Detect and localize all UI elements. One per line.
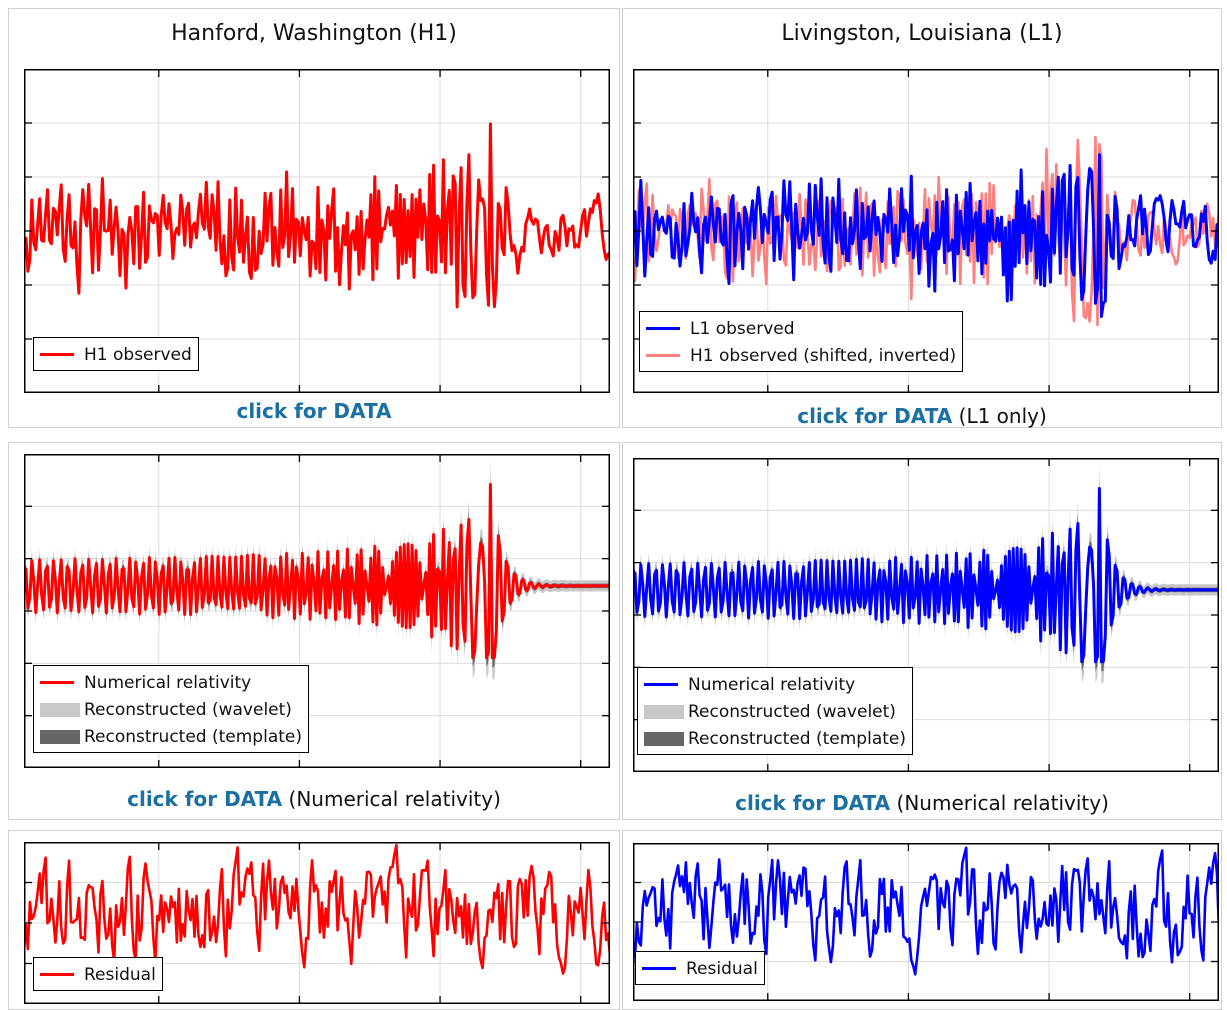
column-title-l1: Livingston, Louisiana (L1) xyxy=(781,21,1063,46)
legend-swatch-wavelet xyxy=(40,702,80,717)
series-residual xyxy=(24,843,610,975)
series-numerical-relativity xyxy=(633,487,1219,664)
data-link-h1-observed[interactable]: click for DATA xyxy=(236,399,392,423)
legend-swatch-template xyxy=(644,731,684,746)
legend-h1-observed: H1 observed xyxy=(33,337,199,371)
caption-l1-nr: click for DATA (Numerical relativity) xyxy=(623,791,1221,815)
caption-note: (Numerical relativity) xyxy=(282,787,501,811)
data-link-l1-observed[interactable]: click for DATA xyxy=(797,404,953,428)
legend-swatch-nr-l1 xyxy=(644,683,678,686)
panel-l1-reconstruction: Numerical relativity Reconstructed (wave… xyxy=(622,442,1222,820)
legend-label-nr: Numerical relativity xyxy=(84,672,252,693)
legend-swatch-wavelet xyxy=(644,704,684,719)
plot-frame xyxy=(24,454,610,768)
legend-swatch-nr-h1 xyxy=(40,681,74,684)
legend-label-h1-observed: H1 observed xyxy=(84,344,192,365)
series-residual xyxy=(633,846,1219,976)
plot-frame xyxy=(633,458,1219,772)
series-numerical-relativity xyxy=(24,483,610,660)
legend-label-l1-observed: L1 observed xyxy=(690,318,795,339)
legend-swatch-residual-l1 xyxy=(642,967,676,970)
caption-h1-observed: click for DATA xyxy=(9,399,619,423)
plot-frame xyxy=(633,843,1219,1001)
plot-frame xyxy=(24,69,610,393)
legend-label-nr: Numerical relativity xyxy=(688,674,856,695)
legend-l1-reconstruction: Numerical relativity Reconstructed (wave… xyxy=(637,667,913,755)
legend-label-template: Reconstructed (template) xyxy=(688,728,906,749)
legend-swatch-h1-shifted xyxy=(646,354,680,357)
caption-h1-nr: click for DATA (Numerical relativity) xyxy=(9,787,619,811)
legend-swatch-residual-h1 xyxy=(40,973,74,976)
legend-swatch-h1 xyxy=(40,353,74,356)
data-link-h1-nr[interactable]: click for DATA xyxy=(127,787,283,811)
legend-label-wavelet: Reconstructed (wavelet) xyxy=(84,699,292,720)
panel-l1-observed: Livingston, Louisiana (L1) L1 observed H… xyxy=(622,8,1222,428)
legend-label-residual: Residual xyxy=(686,958,758,979)
column-title-h1: Hanford, Washington (H1) xyxy=(171,21,457,46)
caption-note: (L1 only) xyxy=(952,404,1047,428)
legend-label-template: Reconstructed (template) xyxy=(84,726,302,747)
caption-l1-observed: click for DATA (L1 only) xyxy=(623,404,1221,428)
plot-frame xyxy=(633,69,1219,393)
legend-swatch-l1 xyxy=(646,327,680,330)
panel-h1-residual: Residual xyxy=(8,830,620,1010)
panel-h1-reconstruction: Numerical relativity Reconstructed (wave… xyxy=(8,442,620,820)
caption-note: (Numerical relativity) xyxy=(890,791,1109,815)
plot-frame xyxy=(24,842,610,1004)
series-observed xyxy=(633,153,1219,318)
legend-l1-observed: L1 observed H1 observed (shifted, invert… xyxy=(639,311,964,372)
legend-l1-residual: Residual xyxy=(635,951,765,985)
panel-l1-residual: Residual xyxy=(622,830,1222,1010)
legend-label-wavelet: Reconstructed (wavelet) xyxy=(688,701,896,722)
data-link-l1-nr[interactable]: click for DATA xyxy=(735,791,891,815)
legend-swatch-template xyxy=(40,729,80,744)
legend-h1-residual: Residual xyxy=(33,957,163,991)
legend-label-h1-shifted: H1 observed (shifted, inverted) xyxy=(690,345,957,366)
legend-label-residual: Residual xyxy=(84,964,156,985)
panel-h1-observed: Hanford, Washington (H1) H1 observed cli… xyxy=(8,8,620,428)
series-observed xyxy=(24,122,610,309)
legend-h1-reconstruction: Numerical relativity Reconstructed (wave… xyxy=(33,665,309,753)
